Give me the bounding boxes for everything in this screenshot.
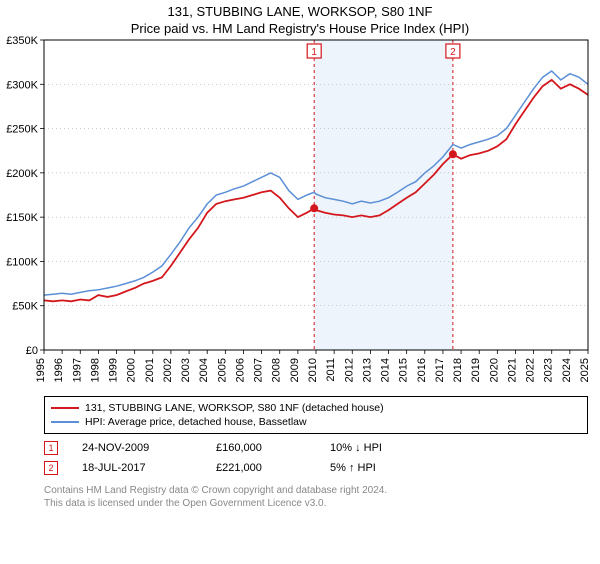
page-container: 131, STUBBING LANE, WORKSOP, S80 1NF Pri…	[0, 4, 600, 564]
svg-text:2004: 2004	[198, 358, 210, 382]
svg-text:£100K: £100K	[6, 256, 38, 268]
svg-text:2017: 2017	[434, 358, 446, 382]
svg-text:1998: 1998	[89, 358, 101, 382]
transaction-date: 24-NOV-2009	[82, 442, 192, 454]
transaction-date: 18-JUL-2017	[82, 462, 192, 474]
svg-text:£150K: £150K	[6, 212, 38, 224]
svg-text:£250K: £250K	[6, 124, 38, 136]
transactions-table: 1 24-NOV-2009 £160,000 10% ↓ HPI 2 18-JUL-201…	[44, 438, 588, 478]
svg-text:2000: 2000	[126, 358, 138, 382]
legend-swatch	[51, 421, 79, 423]
svg-text:2021: 2021	[506, 358, 518, 382]
page-subtitle: Price paid vs. HM Land Registry's House …	[0, 21, 600, 36]
svg-text:2018: 2018	[452, 358, 464, 382]
svg-text:2003: 2003	[180, 358, 192, 382]
svg-text:2011: 2011	[325, 358, 337, 382]
svg-text:2016: 2016	[416, 358, 428, 382]
svg-text:2005: 2005	[216, 358, 228, 382]
attribution-line: This data is licensed under the Open Gov…	[44, 497, 588, 510]
svg-text:2013: 2013	[361, 358, 373, 382]
svg-text:1997: 1997	[71, 358, 83, 382]
legend-swatch	[51, 407, 79, 409]
svg-text:1: 1	[311, 47, 317, 58]
page-title: 131, STUBBING LANE, WORKSOP, S80 1NF	[0, 4, 600, 19]
svg-text:2002: 2002	[162, 358, 174, 382]
transaction-diff: 10% ↓ HPI	[330, 442, 430, 454]
svg-text:2015: 2015	[398, 358, 410, 382]
svg-text:2025: 2025	[579, 358, 591, 382]
legend-item: 131, STUBBING LANE, WORKSOP, S80 1NF (de…	[51, 401, 581, 415]
svg-text:2010: 2010	[307, 358, 319, 382]
transaction-row: 1 24-NOV-2009 £160,000 10% ↓ HPI	[44, 438, 588, 458]
transaction-row: 2 18-JUL-2017 £221,000 5% ↑ HPI	[44, 458, 588, 478]
svg-text:2: 2	[450, 47, 456, 58]
legend: 131, STUBBING LANE, WORKSOP, S80 1NF (de…	[44, 396, 588, 434]
svg-text:1999: 1999	[108, 358, 120, 382]
svg-text:2020: 2020	[488, 358, 500, 382]
svg-text:£350K: £350K	[6, 35, 38, 47]
svg-text:£300K: £300K	[6, 79, 38, 91]
svg-text:1995: 1995	[35, 358, 47, 382]
svg-text:2007: 2007	[253, 358, 265, 382]
transaction-marker: 1	[44, 441, 58, 455]
attribution: Contains HM Land Registry data © Crown c…	[44, 484, 588, 510]
line-chart: 1219951996199719981999200020012002200320…	[44, 40, 588, 390]
legend-label: HPI: Average price, detached house, Bass…	[85, 416, 307, 428]
transaction-diff: 5% ↑ HPI	[330, 462, 430, 474]
legend-label: 131, STUBBING LANE, WORKSOP, S80 1NF (de…	[85, 402, 384, 414]
svg-text:2006: 2006	[234, 358, 246, 382]
svg-text:2023: 2023	[543, 358, 555, 382]
svg-text:2012: 2012	[343, 358, 355, 382]
transaction-price: £160,000	[216, 442, 306, 454]
transaction-price: £221,000	[216, 462, 306, 474]
svg-text:2008: 2008	[271, 358, 283, 382]
svg-text:£0: £0	[26, 345, 38, 357]
svg-text:2022: 2022	[525, 358, 537, 382]
svg-text:£200K: £200K	[6, 168, 38, 180]
svg-text:2019: 2019	[470, 358, 482, 382]
svg-text:2009: 2009	[289, 358, 301, 382]
attribution-line: Contains HM Land Registry data © Crown c…	[44, 484, 588, 497]
transaction-marker: 2	[44, 461, 58, 475]
chart-area: 1219951996199719981999200020012002200320…	[44, 40, 588, 390]
svg-text:£50K: £50K	[12, 301, 38, 313]
svg-text:2001: 2001	[144, 358, 156, 382]
legend-item: HPI: Average price, detached house, Bass…	[51, 415, 581, 429]
svg-text:2014: 2014	[380, 358, 392, 382]
svg-text:2024: 2024	[561, 358, 573, 382]
svg-text:1996: 1996	[53, 358, 65, 382]
